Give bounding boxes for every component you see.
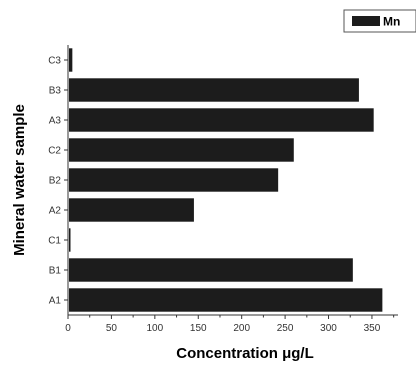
y-tick-label-b1: B1 <box>49 266 62 277</box>
x-tick-label-200: 200 <box>233 323 250 334</box>
y-tick-label-a1: A1 <box>49 296 62 307</box>
bar-a2 <box>69 198 194 222</box>
bar-c3 <box>69 48 73 72</box>
x-tick-label-250: 250 <box>277 323 294 334</box>
y-tick-label-a2: A2 <box>49 206 62 217</box>
bar-c1 <box>69 228 71 252</box>
x-tick-label-300: 300 <box>320 323 337 334</box>
bar-c2 <box>69 138 294 162</box>
x-axis-title: Concentration μg/L <box>176 345 314 362</box>
x-tick-label-0: 0 <box>65 323 71 334</box>
y-tick-label-c1: C1 <box>48 236 61 247</box>
y-tick-label-a3: A3 <box>49 116 62 127</box>
y-axis-title: Mineral water sample <box>11 104 28 256</box>
bar-b1 <box>69 258 353 282</box>
x-tick-label-350: 350 <box>364 323 381 334</box>
x-tick-label-100: 100 <box>146 323 163 334</box>
bar-a1 <box>69 288 383 312</box>
y-ticks-layer: A1 B1 C1 A2 B2 C2 A3 B3 C3 <box>48 56 68 307</box>
y-tick-label-b2: B2 <box>49 176 62 187</box>
x-tick-label-150: 150 <box>190 323 207 334</box>
y-tick-label-c3: C3 <box>48 56 61 67</box>
bar-b2 <box>69 168 279 192</box>
bars-layer <box>69 48 383 312</box>
y-tick-label-c2: C2 <box>48 146 61 157</box>
x-ticks-layer: 0 50 100 150 200 250 300 350 <box>65 315 395 334</box>
x-tick-label-50: 50 <box>106 323 118 334</box>
legend-label-mn: Mn <box>383 15 400 29</box>
y-tick-label-b3: B3 <box>49 86 62 97</box>
bar-b3 <box>69 78 359 102</box>
legend-swatch <box>352 16 380 26</box>
legend: Mn <box>343 9 416 33</box>
bar-a3 <box>69 108 374 132</box>
